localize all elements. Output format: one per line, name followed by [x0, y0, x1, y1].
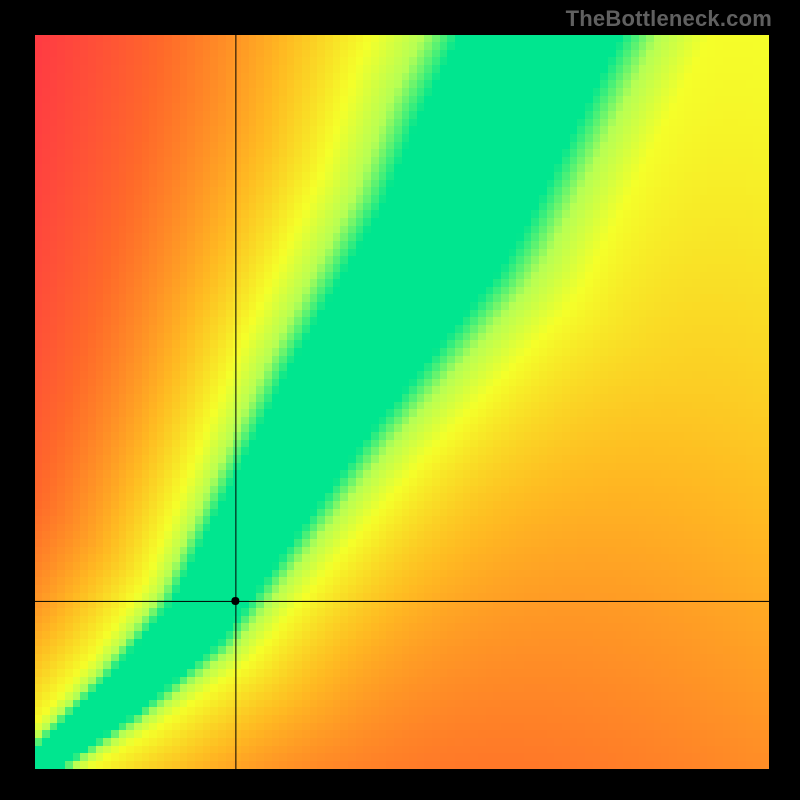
page-root: TheBottleneck.com [0, 0, 800, 800]
bottleneck-heatmap [35, 35, 769, 769]
watermark-text: TheBottleneck.com [566, 6, 772, 32]
